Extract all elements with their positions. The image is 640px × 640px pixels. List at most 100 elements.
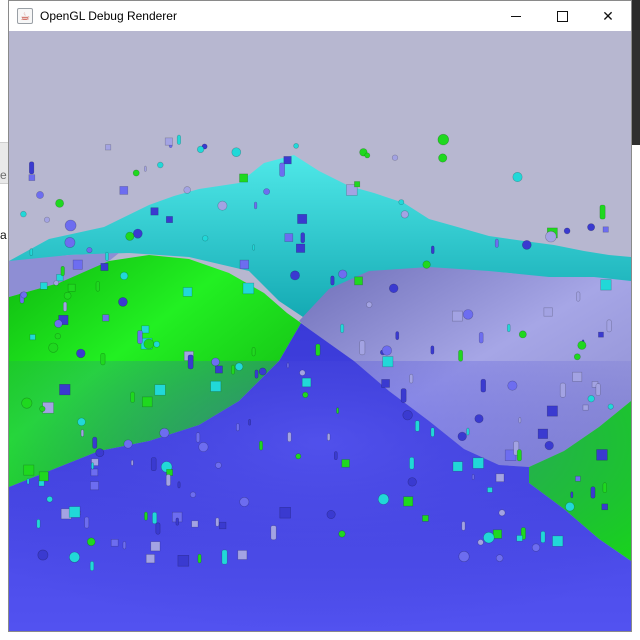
debug-sphere (544, 440, 554, 451)
debug-capsule (231, 364, 236, 375)
debug-sphere (39, 405, 46, 413)
debug-capsule (221, 549, 228, 565)
debug-cube (23, 464, 35, 476)
debug-sphere (295, 453, 302, 460)
debug-sphere (143, 338, 155, 350)
debug-sphere (54, 319, 63, 328)
debug-cube (403, 496, 414, 507)
debug-cube (472, 457, 484, 469)
debug-sphere (483, 531, 495, 544)
debug-sphere (391, 154, 399, 161)
debug-cube (354, 276, 363, 286)
debug-capsule (326, 433, 331, 441)
debug-sphere (63, 291, 72, 300)
debug-cube (28, 174, 36, 181)
debug-capsule (430, 345, 435, 355)
debug-sphere (198, 441, 209, 452)
debug-capsule (336, 407, 340, 414)
debug-sphere (235, 362, 244, 371)
java-cup-icon[interactable]: ☕ (17, 8, 33, 24)
debug-sphere (495, 554, 504, 562)
debug-sphere (573, 353, 581, 361)
debug-cube (90, 481, 99, 491)
debug-sphere (290, 270, 300, 281)
debug-capsule (254, 369, 259, 379)
render-viewport[interactable] (9, 31, 631, 631)
debug-capsule (80, 429, 84, 437)
minimize-button[interactable] (493, 1, 539, 31)
debug-sphere (183, 186, 191, 194)
debug-sphere (159, 427, 170, 438)
debug-capsule (251, 347, 256, 357)
debug-cube (487, 487, 493, 493)
debug-sphere (402, 410, 413, 421)
debug-sphere (95, 448, 105, 458)
debug-sphere (239, 496, 250, 507)
debug-capsule (506, 323, 511, 333)
debug-sphere (389, 283, 399, 293)
debug-cube (297, 214, 308, 224)
debug-cube (354, 181, 361, 188)
debug-cube (602, 226, 609, 233)
debug-cube (177, 554, 190, 567)
terrain-cyan-region (9, 155, 631, 321)
debug-capsule (414, 420, 420, 432)
debug-capsule (287, 431, 292, 443)
debug-capsule (340, 323, 345, 334)
close-button[interactable]: ✕ (585, 1, 631, 31)
debug-sphere (477, 539, 484, 546)
debug-capsule (259, 440, 264, 451)
debug-cube (600, 279, 612, 291)
debug-capsule (461, 521, 466, 531)
debug-cube (102, 314, 110, 322)
debug-capsule (540, 530, 546, 544)
debug-cube (154, 384, 166, 396)
debug-sphere (157, 161, 164, 169)
debug-capsule (187, 354, 194, 370)
debug-capsule (177, 481, 181, 489)
debug-cube (582, 404, 589, 411)
debug-sphere (118, 297, 128, 307)
debug-sphere (215, 461, 222, 469)
debug-capsule (516, 449, 522, 462)
debug-sphere (587, 223, 595, 232)
terrain-shading (9, 361, 631, 631)
debug-cube (145, 554, 155, 564)
debug-sphere (68, 551, 80, 563)
debug-capsule (165, 474, 171, 487)
minimize-icon (511, 15, 521, 17)
debug-capsule (29, 248, 33, 256)
maximize-button[interactable] (539, 1, 585, 31)
debug-cube (537, 428, 548, 439)
debug-cube (516, 535, 523, 542)
desktop-text-fragment: a (0, 228, 7, 242)
debug-capsule (330, 275, 335, 286)
debug-sphere (326, 509, 336, 519)
debug-sphere (21, 397, 33, 409)
debug-capsule (602, 482, 608, 494)
debug-cube (346, 184, 358, 196)
title-bar[interactable]: ☕ OpenGL Debug Renderer ✕ (9, 1, 631, 31)
debug-cube (495, 473, 505, 482)
debug-capsule (576, 291, 581, 302)
debug-capsule (400, 388, 407, 403)
debug-sphere (457, 431, 467, 442)
debug-cube (598, 331, 604, 338)
debug-cube (110, 538, 119, 547)
debug-cube (492, 529, 503, 539)
debug-sphere (258, 367, 267, 376)
debug-sphere (545, 230, 557, 243)
debug-sphere (20, 291, 28, 299)
debug-sphere (153, 340, 160, 348)
debug-sphere (521, 240, 532, 250)
debug-sphere (55, 198, 64, 208)
debug-cube (150, 207, 159, 216)
debug-capsule (252, 244, 256, 251)
debug-cube (29, 334, 36, 341)
debug-sphere (133, 228, 143, 239)
debug-sphere (293, 143, 299, 149)
debug-sphere (377, 493, 390, 505)
debug-cube (38, 480, 45, 487)
debug-cube (239, 173, 248, 183)
debug-sphere (64, 219, 77, 232)
